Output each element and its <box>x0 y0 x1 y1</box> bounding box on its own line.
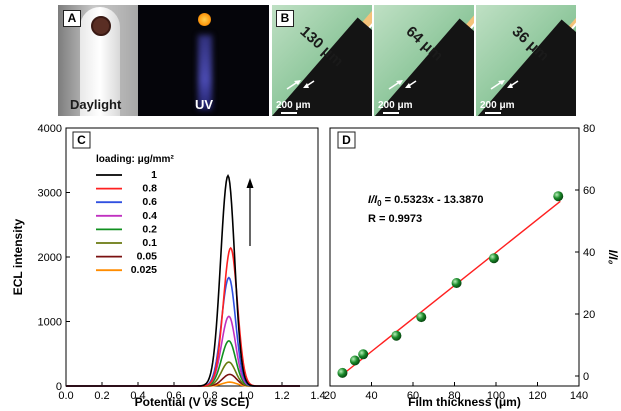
y-axis-label-d: I/I₀ <box>606 250 620 265</box>
x-tick-label-c: 0.6 <box>166 390 181 402</box>
y-axis-label-c: ECL intensity <box>11 218 25 295</box>
uv-photo: UV <box>138 5 269 116</box>
scale-label-1: 200 μm <box>276 100 311 111</box>
scale-bar-1 <box>281 112 297 114</box>
ecl-intensity-chart: 0.0 0.2 0.4 0.6 0.8 1.0 1.2 1.40100020003000400… <box>11 123 326 409</box>
x-tick-label-d: 60 <box>407 390 419 402</box>
white-arrows-2 <box>388 80 417 90</box>
legend-label: 1 <box>151 169 157 181</box>
legend-title: loading: μg/mm² <box>96 154 174 165</box>
x-tick-label-d: 20 <box>324 390 336 402</box>
y-tick-label-c: 1000 <box>38 317 62 329</box>
ecl-curve-0.1 <box>66 361 300 387</box>
y-tick-label-c: 3000 <box>38 188 62 200</box>
x-tick-label-c: 0.2 <box>94 390 109 402</box>
trend-arrow-head <box>246 178 254 188</box>
scale-label-2: 200 μm <box>378 100 413 111</box>
ecl-curve-0.4 <box>66 315 300 387</box>
electrode-disc <box>91 16 111 36</box>
white-arrows-3 <box>490 80 519 90</box>
ecl-curve-0.2 <box>66 340 300 387</box>
fit-equation: I/I0 = 0.5323x - 13.3870 <box>368 194 483 208</box>
x-tick-label-c: 1.0 <box>238 390 253 402</box>
daylight-caption: Daylight <box>70 97 122 112</box>
x-tick-label-c: 0.4 <box>130 390 145 402</box>
x-axis-label-c: Potential (V vs SCE) <box>135 395 250 409</box>
x-axis-label-part: Potential (V <box>135 395 204 409</box>
x-tick-label-c: 1.4 <box>310 390 325 402</box>
uv-emission-spot <box>198 13 211 26</box>
y-tick-label-d: 40 <box>583 247 595 259</box>
x-tick-label-c: 1.2 <box>274 390 289 402</box>
y-tick-label-d: 20 <box>583 309 595 321</box>
ecl-curve-0.05 <box>66 373 300 387</box>
data-point <box>451 278 462 288</box>
legend-label: 0.1 <box>142 237 157 249</box>
y-tick-label-d: 80 <box>583 123 595 135</box>
micrograph-3: 36 μm 200 μm <box>476 5 576 116</box>
panel-b-label: B <box>276 10 294 27</box>
legend-label: 0.8 <box>142 183 157 195</box>
panel-a-label: A <box>63 10 81 27</box>
data-point <box>358 349 369 360</box>
equation-part: = 0.5323x - 13.3870 <box>382 194 484 206</box>
y-tick-label-c: 0 <box>56 381 62 393</box>
x-axis-label-part: vs <box>204 395 218 409</box>
uv-glow <box>198 35 212 110</box>
white-arrows-1 <box>286 80 315 90</box>
x-tick-label-d: 140 <box>570 390 588 402</box>
x-tick-label-c: 0.0 <box>58 390 73 402</box>
legend-label: 0.025 <box>131 264 157 276</box>
equation-subscript: 0 <box>377 199 382 208</box>
x-axis-label-part: SCE) <box>217 395 249 409</box>
plot-frame-d <box>329 127 580 387</box>
x-axis-label-d: Film thickness (μm) <box>408 395 521 409</box>
y-tick-label-d: 60 <box>583 185 595 197</box>
panel-d-label: D <box>342 133 351 147</box>
y-tick-label-c: 2000 <box>38 252 62 264</box>
micrograph-2: 64 μm 200 μm <box>374 5 474 116</box>
daylight-photo: Daylight <box>58 5 138 116</box>
scale-label-3: 200 μm <box>480 100 515 111</box>
ecl-curve-1 <box>66 173 300 387</box>
data-point <box>416 312 427 323</box>
micrograph-1: 130 μm 200 μm <box>272 5 372 116</box>
data-point <box>337 367 348 378</box>
equation-part: I/I <box>368 194 378 206</box>
data-point <box>349 355 360 366</box>
x-tick-label-d: 80 <box>448 390 460 402</box>
legend-label: 0.05 <box>137 251 158 263</box>
linear-fit-line <box>339 200 561 377</box>
panel-d-tag-box <box>337 131 356 149</box>
fit-r-value: R = 0.9973 <box>368 213 422 225</box>
uv-caption: UV <box>195 97 214 112</box>
legend-label: 0.6 <box>142 196 157 208</box>
data-point <box>488 253 499 264</box>
ecl-curve-0.6 <box>66 276 300 387</box>
x-tick-label-d: 40 <box>365 390 377 402</box>
y-tick-label-d: 0 <box>583 371 589 383</box>
legend-label: 0.4 <box>142 210 157 222</box>
scale-bar-3 <box>485 112 501 114</box>
scale-bar-2 <box>383 112 399 114</box>
panel-c-tag-box <box>72 131 91 149</box>
x-tick-label-d: 120 <box>528 390 546 402</box>
x-tick-label-c: 0.8 <box>202 390 217 402</box>
data-point <box>391 330 402 341</box>
ecl-curve-0.8 <box>66 246 300 387</box>
x-tick-label-d: 100 <box>487 390 505 402</box>
legend-label: 0.2 <box>142 223 157 235</box>
y-tick-label-c: 4000 <box>38 123 62 135</box>
panel-c-label: C <box>77 133 86 147</box>
data-point <box>553 191 564 202</box>
